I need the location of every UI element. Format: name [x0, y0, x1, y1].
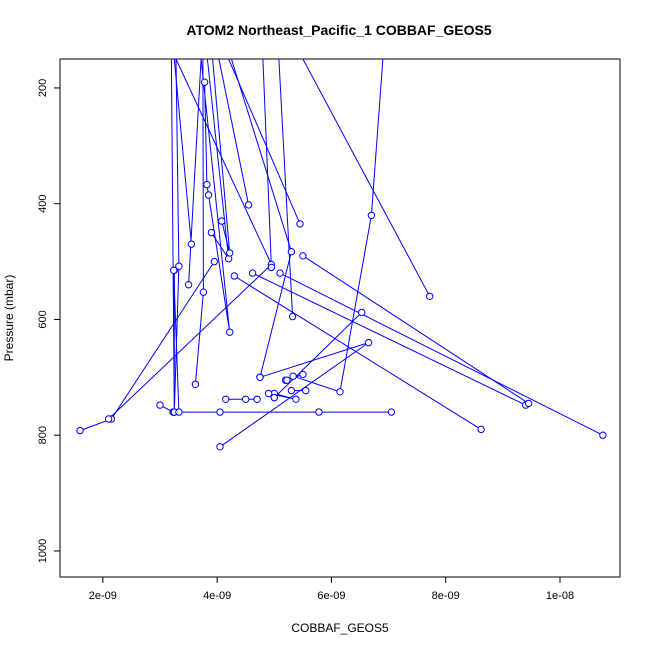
data-point-9-1 — [191, 380, 200, 388]
x-tick-label-1: 2e-09 — [89, 590, 117, 602]
y-tick-label-4: 800 — [37, 426, 49, 444]
data-point-9-2 — [199, 288, 208, 296]
data-point-8-1 — [187, 240, 196, 248]
data-point-27-1 — [296, 220, 304, 228]
data-point-3-5 — [387, 408, 396, 416]
data-point-18-1 — [256, 373, 264, 381]
profile-line-7 — [188, 59, 202, 285]
data-point-3-3 — [216, 408, 224, 416]
profile-line-15 — [234, 275, 482, 430]
data-point-11-1 — [207, 228, 216, 237]
data-point-20-2 — [292, 395, 300, 403]
data-point-22-2 — [599, 431, 607, 439]
data-point-26-2 — [336, 388, 344, 396]
data-point-1-3 — [210, 257, 219, 266]
profile-line-18 — [230, 59, 292, 378]
data-point-12-1 — [218, 217, 226, 225]
y-tick-label-1: 200 — [37, 79, 49, 97]
profile-line-22 — [279, 272, 604, 436]
data-point-10-4 — [226, 328, 234, 336]
data-point-6-1 — [175, 408, 183, 416]
data-point-10-1 — [200, 78, 209, 86]
data-point-3-1 — [156, 401, 164, 409]
data-point-21-2 — [358, 308, 366, 317]
data-point-1-1 — [76, 426, 84, 435]
data-point-16-1 — [244, 201, 253, 209]
data-point-10-2 — [203, 180, 211, 189]
data-point-10-3 — [204, 191, 213, 199]
data-point-3-4 — [315, 408, 323, 416]
data-point-2-1 — [104, 415, 113, 423]
x-tick-label-5: 1e-08 — [546, 590, 574, 602]
profile-line-29 — [302, 59, 431, 297]
data-point-13-2 — [364, 338, 373, 347]
data-point-12-2 — [226, 249, 234, 257]
x-tick-label-3: 6e-09 — [317, 590, 345, 602]
profile-line-1 — [79, 261, 215, 432]
y-tick-label-2: 400 — [37, 195, 49, 213]
profile-line-2 — [108, 59, 273, 420]
profile-line-16 — [218, 59, 250, 205]
x-axis-label: COBBAF_GEOS5 — [291, 621, 389, 635]
profile-line-8 — [173, 59, 192, 245]
data-point-23-2 — [299, 370, 307, 379]
data-point-7-1 — [184, 281, 193, 289]
profile-line-17 — [252, 272, 526, 406]
data-point-18-2 — [287, 248, 296, 256]
data-point-14-3 — [253, 395, 261, 403]
data-point-11-2 — [224, 255, 233, 263]
data-point-26-3 — [367, 211, 376, 220]
data-point-24-2 — [302, 386, 310, 395]
data-point-21-3 — [270, 393, 278, 402]
data-point-15-1 — [230, 272, 239, 280]
y-axis: 200 400 600 800 1000 — [37, 79, 60, 563]
data-point-14-2 — [242, 395, 250, 403]
data-point-24-1 — [287, 386, 296, 395]
data-point-22-1 — [276, 269, 284, 277]
data-point-14-1 — [222, 395, 230, 403]
x-tick-label-2: 4e-09 — [203, 590, 231, 602]
points-layer — [76, 78, 607, 451]
data-point-29-1 — [426, 292, 434, 300]
profile-line-25 — [278, 59, 294, 317]
data-point-25-1 — [288, 312, 297, 321]
data-point-5-2 — [175, 262, 183, 270]
data-point-20-3 — [264, 389, 273, 398]
profile-line-3 — [159, 404, 392, 413]
x-axis: 2e-09 4e-09 6e-09 8e-09 1e-08 — [89, 577, 574, 602]
profile-line-19 — [262, 59, 272, 268]
plot-frame — [59, 58, 621, 578]
profile-line-28 — [302, 255, 529, 404]
data-point-28-2 — [524, 399, 533, 408]
data-point-17-1 — [248, 269, 257, 277]
y-axis-label: Pressure (mbar) — [2, 275, 16, 362]
profile-line-6 — [173, 270, 180, 413]
x-tick-label-4: 8e-09 — [432, 590, 460, 602]
data-point-15-2 — [477, 425, 485, 434]
data-point-26-1 — [289, 372, 297, 380]
chart-title: ATOM2 Northeast_Pacific_1 COBBAF_GEOS5 — [186, 22, 491, 38]
y-tick-label-3: 600 — [37, 310, 49, 328]
profile-line-26 — [292, 59, 384, 393]
y-tick-label-5: 1000 — [37, 539, 49, 563]
data-point-23-3 — [283, 376, 291, 384]
data-point-6-2 — [170, 266, 178, 274]
data-point-19-1 — [267, 263, 276, 272]
data-point-28-1 — [299, 252, 307, 260]
profile-line-27 — [228, 59, 301, 225]
data-point-13-1 — [216, 443, 224, 451]
